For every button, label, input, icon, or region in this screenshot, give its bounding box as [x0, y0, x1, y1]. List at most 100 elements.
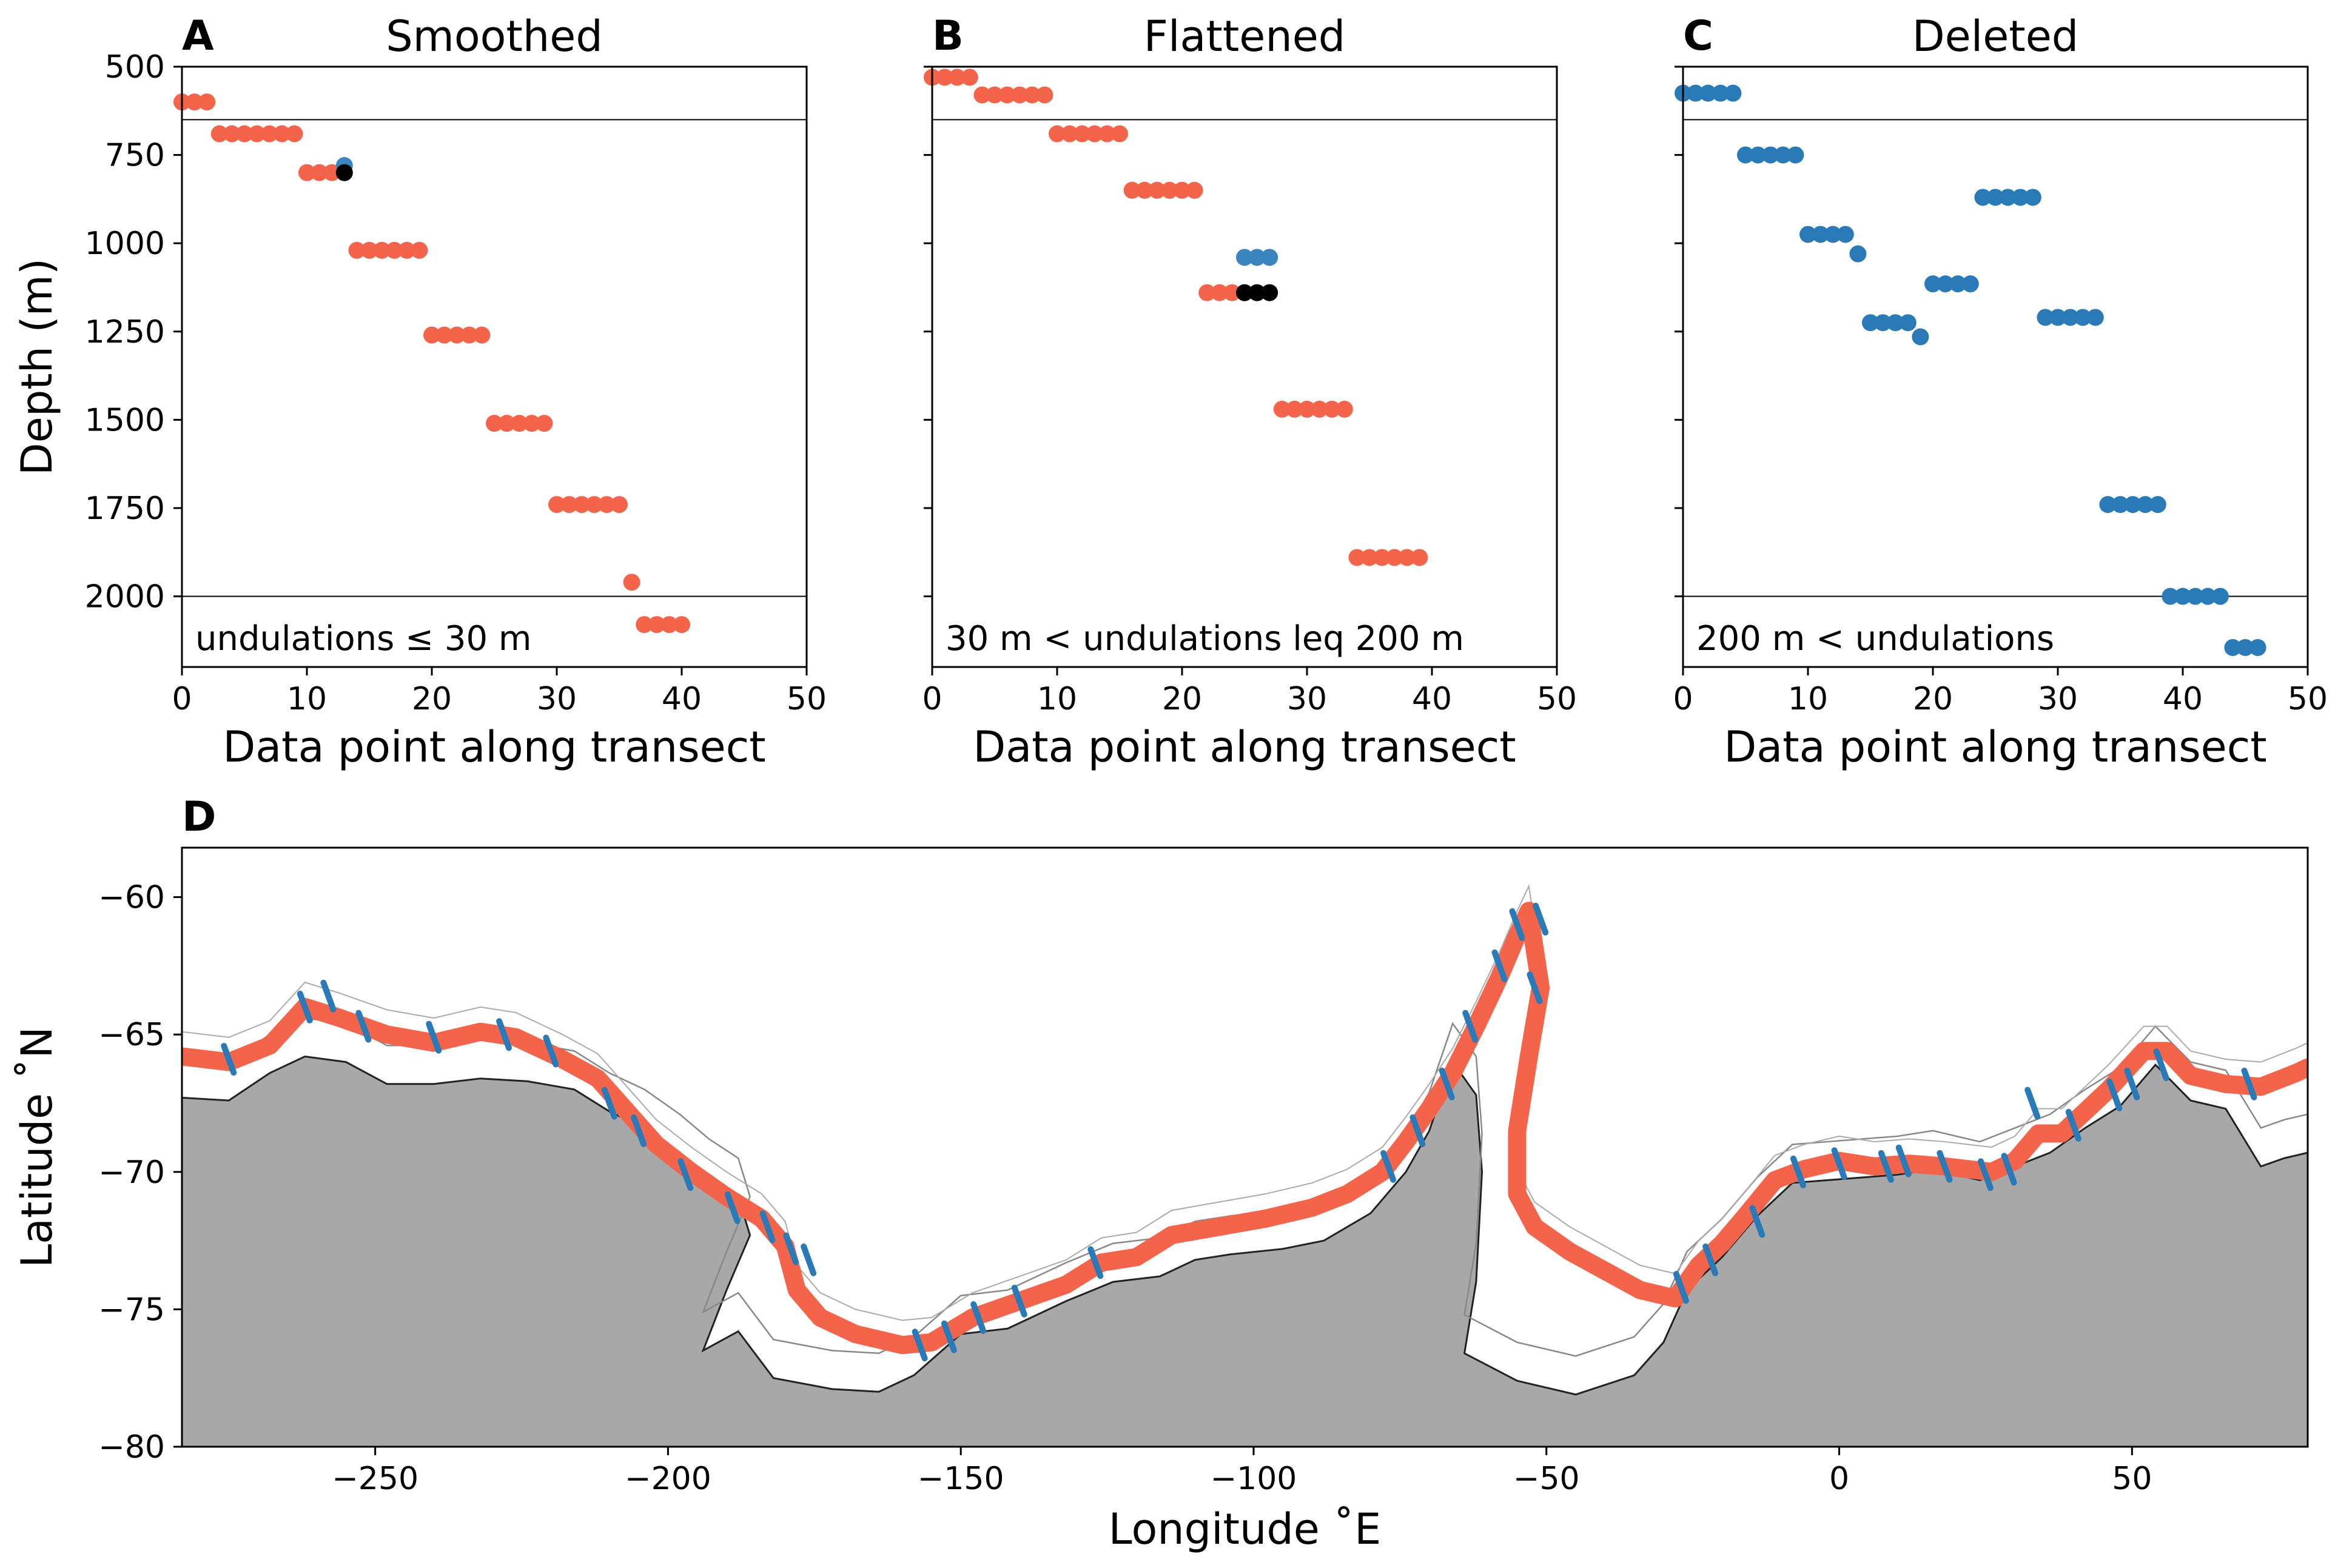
data-point: [236, 125, 253, 142]
data-point: [1824, 226, 1842, 243]
data-point: [2061, 309, 2079, 326]
transect-markers: [221, 902, 2257, 1362]
data-point: [2024, 189, 2041, 206]
data-point: [1987, 189, 2004, 206]
transect-marker: [1527, 971, 1543, 1005]
data-point: [1248, 249, 1266, 266]
data-point: [1774, 146, 1792, 164]
transect-marker: [1491, 949, 1508, 982]
y-tick-label: −80: [98, 1429, 165, 1466]
data-point: [1699, 84, 1717, 102]
transect-marker: [801, 1243, 817, 1276]
transect-marker: [2065, 1108, 2081, 1142]
data-point: [660, 616, 678, 634]
data-point: [1812, 226, 1829, 243]
axes-frame: [931, 65, 1558, 668]
transect-marker: [724, 1191, 741, 1224]
data-point: [1974, 189, 1992, 206]
transect-marker: [1533, 902, 1549, 936]
transect-marker: [1895, 1144, 1912, 1178]
transect-marker: [2024, 1087, 2041, 1120]
data-point: [1236, 249, 1253, 266]
data-point: [1949, 275, 1967, 293]
data-point: [2162, 588, 2179, 605]
data-point: [1123, 181, 1141, 199]
data-point: [223, 125, 241, 142]
data-point: [1687, 84, 1704, 102]
data-point: [1712, 84, 1729, 102]
x-tick-label: 30: [537, 681, 577, 717]
data-point: [1036, 86, 1053, 104]
transect-marker: [759, 1210, 776, 1244]
slope-front-line: [182, 902, 2308, 1355]
transect-marker: [2153, 1048, 2169, 1082]
y-tick-label: 1250: [85, 314, 165, 350]
data-point: [1887, 314, 1904, 332]
transect-marker: [2124, 1067, 2140, 1101]
panel-letter: A: [182, 12, 214, 60]
x-tick-label: 30: [2038, 681, 2078, 717]
data-point: [2211, 588, 2229, 605]
data-point: [1073, 125, 1091, 142]
transect-marker: [320, 979, 337, 1013]
data-point: [573, 496, 591, 514]
data-point: [1174, 181, 1191, 199]
data-point: [1261, 284, 1278, 301]
data-point: [348, 241, 366, 259]
transect-marker: [1878, 1150, 1894, 1183]
x-tick-label: 50: [2112, 1461, 2152, 1497]
transect-marker: [2106, 1078, 2123, 1111]
data-point: [1373, 549, 1391, 566]
x-tick-label: −250: [332, 1461, 418, 1497]
data-point: [523, 415, 540, 432]
series-2: [335, 164, 353, 181]
data-point: [1899, 314, 1917, 332]
data-point: [2099, 496, 2117, 514]
data-point: [473, 326, 491, 344]
data-point: [486, 415, 503, 432]
data-point: [2186, 588, 2204, 605]
data-point: [936, 69, 953, 86]
data-point: [298, 164, 315, 181]
data-point: [1386, 549, 1403, 566]
data-point: [286, 125, 303, 142]
data-point: [986, 86, 1003, 104]
data-point: [1411, 549, 1428, 566]
undulation-annotation: 30 m < undulations leq 200 m: [946, 619, 1464, 658]
data-point: [411, 241, 428, 259]
data-point: [1186, 181, 1203, 199]
data-point: [1398, 549, 1416, 566]
undulation-annotation: 200 m < undulations: [1696, 619, 2054, 658]
panel-title: Flattened: [1144, 12, 1345, 61]
data-point: [648, 616, 665, 634]
data-point: [386, 241, 403, 259]
x-tick-label: 0: [922, 681, 942, 717]
data-point: [1749, 146, 1767, 164]
transect-marker: [1977, 1158, 1994, 1191]
data-point: [1874, 314, 1892, 332]
data-point: [1348, 549, 1366, 566]
data-point: [1912, 328, 1929, 346]
data-point: [198, 93, 216, 111]
data-point: [536, 415, 553, 432]
transect-marker: [1702, 1243, 1719, 1276]
data-point: [1248, 284, 1266, 301]
x-tick-label: 50: [1537, 681, 1577, 717]
panel-letter: D: [182, 793, 216, 841]
data-point: [1023, 86, 1041, 104]
data-point: [1862, 314, 1879, 332]
y-axis-label: Depth (m): [12, 258, 62, 475]
data-point: [1937, 275, 1954, 293]
y-axis-label: Latitude ˚N: [12, 1027, 62, 1268]
data-point: [2249, 638, 2266, 656]
transect-marker: [2241, 1067, 2257, 1101]
data-point: [611, 496, 628, 514]
data-point: [949, 69, 966, 86]
x-tick-label: 40: [1412, 681, 1452, 717]
data-point: [585, 496, 603, 514]
data-point: [2199, 588, 2217, 605]
data-point: [1924, 275, 1941, 293]
data-point: [973, 86, 991, 104]
transect-marker: [1011, 1284, 1027, 1318]
